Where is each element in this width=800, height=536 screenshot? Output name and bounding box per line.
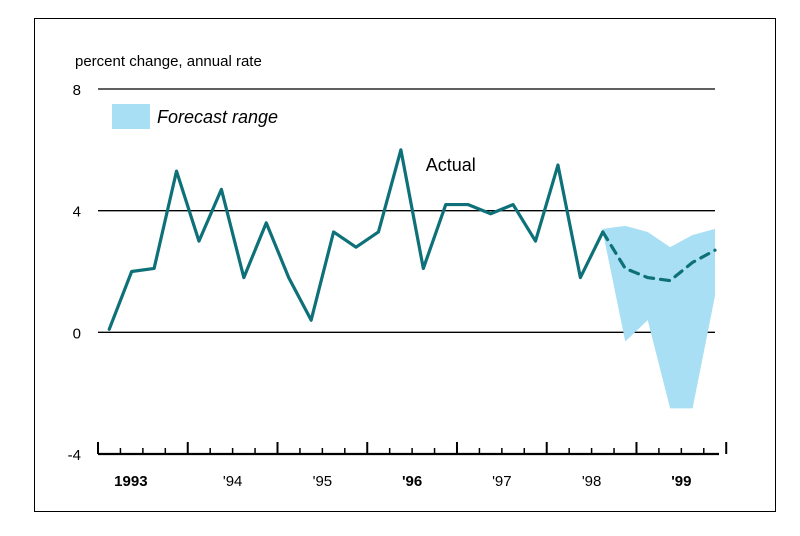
labels-layer: 8 4 0 -4 1993 '94 '95 '96 '97 '98 '99 Actual — [68, 82, 692, 490]
line-chart: 8 4 0 -4 1993 '94 '95 '96 '97 '98 '99 Actual percen… — [68, 53, 728, 490]
y-tick-label: 0 — [73, 325, 81, 342]
y-axis-label: percent change, annual rate — [75, 53, 262, 70]
legend: Forecast range — [112, 104, 278, 129]
forecast-range-band — [602, 225, 715, 409]
forecast-band-layer — [602, 225, 715, 409]
gridlines — [98, 88, 715, 333]
y-tick-label: 4 — [73, 204, 81, 221]
series-layer — [107, 148, 717, 331]
chart-frame: 8 4 0 -4 1993 '94 '95 '96 '97 '98 '99 Actual percen… — [34, 18, 776, 512]
actual-series-line — [107, 148, 605, 331]
x-tick-label: '96 — [402, 473, 422, 490]
legend-swatch — [112, 104, 150, 129]
x-tick-label: '99 — [671, 473, 691, 490]
x-tick-label: '98 — [582, 473, 602, 490]
x-tick-label: 1993 — [114, 473, 147, 490]
x-tick-label: '97 — [492, 473, 512, 490]
legend-label: Forecast range — [157, 107, 278, 127]
actual-annotation: Actual — [426, 155, 476, 175]
x-tick-label: '95 — [313, 473, 333, 490]
x-tick-label: '94 — [223, 473, 243, 490]
forecast-series-line — [601, 230, 717, 283]
y-tick-label: -4 — [68, 447, 81, 464]
x-axis — [97, 442, 728, 456]
y-tick-label: 8 — [73, 82, 81, 99]
